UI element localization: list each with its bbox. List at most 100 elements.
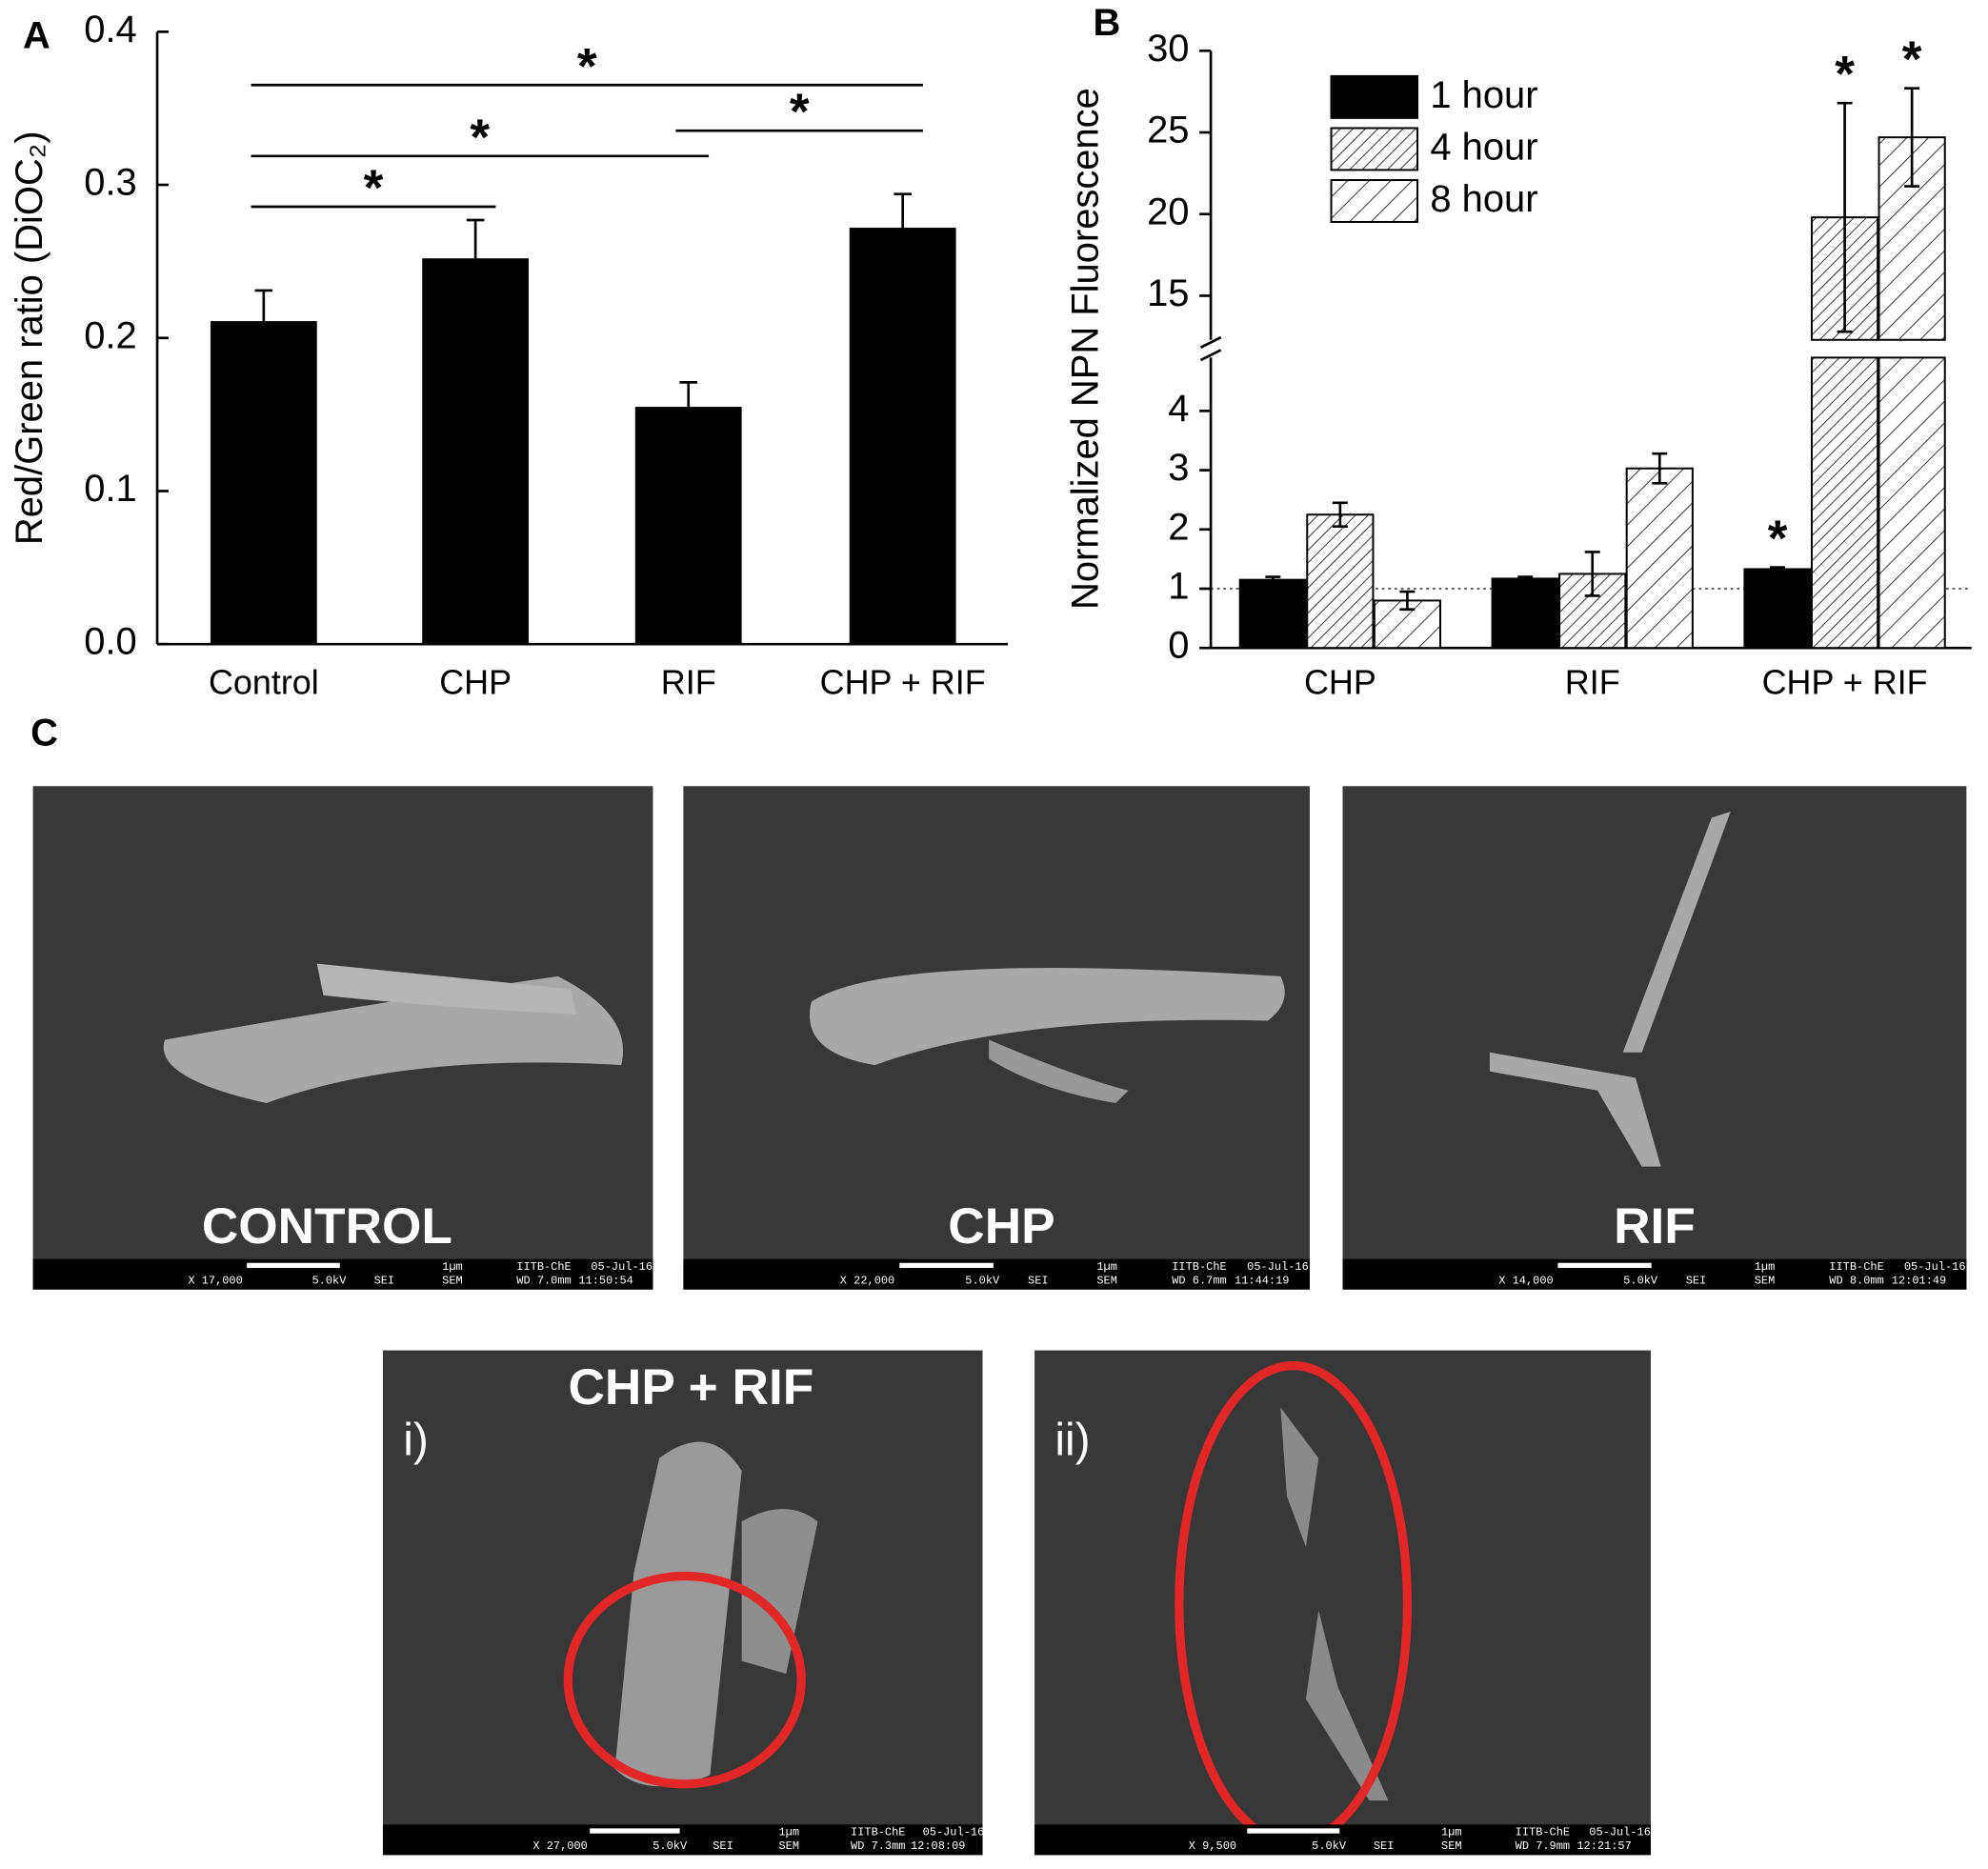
bar: [1625, 467, 1694, 650]
sem-image: [1342, 786, 1967, 1290]
y-tick-label: 0: [1168, 625, 1189, 667]
x-tick-label: Control: [209, 662, 319, 701]
info-text: 5.0kV: [1312, 1839, 1347, 1853]
legend-label: 4 hour: [1430, 127, 1537, 169]
y-tick-label: 2: [1168, 506, 1189, 548]
y-tick-label: 20: [1147, 191, 1189, 232]
info-text: 12:08:09: [911, 1839, 965, 1853]
bar: [210, 321, 317, 645]
sem-decoration: [563, 1441, 818, 1789]
info-text: SEM: [442, 1275, 463, 1288]
info-text: 5.0kV: [311, 1275, 347, 1288]
bar: [1238, 578, 1307, 650]
y-tick-label: 25: [1147, 110, 1189, 151]
scale-bar: [899, 1262, 994, 1269]
info-text: 5.0kV: [965, 1275, 1000, 1288]
axis-break: [1199, 335, 1222, 349]
y-tick-label: 4: [1168, 388, 1189, 430]
significance-label: *: [577, 38, 597, 94]
y-tick-label: 0.3: [84, 162, 136, 204]
bar: [634, 407, 742, 645]
info-text: 05-Jul-16: [923, 1826, 985, 1839]
info-text: SEM: [1441, 1839, 1462, 1853]
bar: [422, 258, 530, 645]
legend-swatch: [1330, 127, 1419, 171]
y-tick-label: 3: [1168, 447, 1189, 489]
image-sublabel: ii): [1054, 1415, 1090, 1465]
info-bar: [382, 1824, 983, 1856]
x-tick-label: CHP: [1304, 662, 1376, 701]
info-text: WD 6.7mm: [1172, 1275, 1226, 1288]
info-text: SEM: [1755, 1275, 1776, 1288]
info-bar: [1342, 1258, 1967, 1290]
y-axis-title: Red/Green ratio (DiOC₂): [9, 131, 50, 545]
bar: [849, 228, 956, 645]
x-tick-label: CHP: [439, 662, 512, 701]
legend-swatch: [1330, 74, 1419, 119]
bar: [1306, 513, 1375, 650]
info-text: 11:50:54: [578, 1275, 633, 1288]
image-sublabel: i): [403, 1415, 429, 1465]
info-bar: [32, 1258, 653, 1290]
info-text: SEI: [1028, 1275, 1049, 1288]
y-tick-label: 15: [1147, 272, 1189, 314]
info-text: SEI: [1686, 1275, 1707, 1288]
significance-label: *: [470, 110, 490, 166]
info-text: SEI: [713, 1839, 733, 1853]
significance-label: *: [1768, 511, 1788, 567]
panel-label: C: [30, 713, 58, 754]
y-tick-label: 0.0: [84, 621, 136, 663]
info-text: 1µm: [1755, 1260, 1776, 1274]
image-caption: CHP: [948, 1198, 1054, 1255]
sem-image: [683, 786, 1310, 1290]
info-text: X 17,000: [188, 1275, 242, 1288]
info-text: IITB-ChE: [516, 1260, 571, 1274]
sem-decoration: [809, 968, 1285, 1104]
info-text: WD 7.3mm: [851, 1839, 905, 1853]
bar: [1491, 577, 1559, 650]
info-text: 05-Jul-16: [1247, 1260, 1309, 1274]
scale-bar: [1247, 1828, 1340, 1834]
info-text: 1µm: [778, 1826, 799, 1839]
info-text: 11:44:19: [1235, 1275, 1289, 1288]
info-text: WD 8.0mm: [1829, 1275, 1883, 1288]
bar: [1810, 356, 1879, 650]
bar: [1743, 568, 1812, 650]
info-text: SEM: [778, 1839, 799, 1853]
info-text: 5.0kV: [653, 1839, 688, 1853]
info-text: 05-Jul-16: [591, 1260, 653, 1274]
significance-label: *: [1902, 31, 1922, 88]
y-tick-label: 1: [1168, 566, 1189, 608]
y-tick-label: 30: [1147, 28, 1189, 70]
info-bar: [683, 1258, 1310, 1290]
info-text: 1µm: [1441, 1826, 1462, 1839]
legend-label: 1 hour: [1430, 74, 1537, 116]
panel-label: B: [1094, 2, 1121, 44]
axis-break: [1199, 349, 1222, 362]
significance-label: *: [364, 160, 384, 216]
info-text: 12:01:49: [1892, 1275, 1946, 1288]
info-text: SEI: [374, 1275, 395, 1288]
x-tick-label: RIF: [1565, 662, 1620, 701]
x-tick-label: CHP + RIF: [820, 662, 986, 701]
info-bar: [1034, 1824, 1651, 1856]
info-text: 1µm: [442, 1260, 463, 1274]
info-text: 05-Jul-16: [1589, 1826, 1651, 1839]
significance-label: *: [790, 84, 810, 140]
scale-bar: [590, 1828, 680, 1834]
info-text: 1µm: [1096, 1260, 1117, 1274]
panel-label: A: [23, 15, 50, 57]
y-tick-label: 0.2: [84, 314, 136, 356]
legend-label: 8 hour: [1430, 178, 1537, 220]
info-text: 5.0kV: [1623, 1275, 1658, 1288]
image-caption: CONTROL: [202, 1198, 452, 1255]
sem-image: [1034, 1350, 1651, 1856]
info-text: IITB-ChE: [1829, 1260, 1883, 1274]
info-text: X 14,000: [1498, 1275, 1553, 1288]
y-axis-title: Normalized NPN Fluorescence: [1065, 88, 1107, 610]
bar: [1878, 356, 1946, 650]
x-tick-label: RIF: [661, 662, 716, 701]
y-tick-label: 0.4: [84, 9, 136, 50]
legend-swatch: [1330, 179, 1419, 223]
info-text: X 22,000: [840, 1275, 894, 1288]
